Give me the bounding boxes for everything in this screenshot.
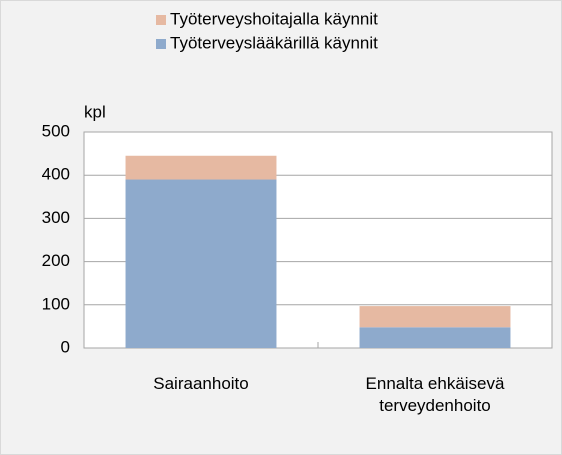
y-tick-label: 0: [61, 337, 70, 356]
legend-label: Työterveyslääkärillä käynnit: [170, 33, 378, 52]
legend-label: Työterveyshoitajalla käynnit: [170, 9, 378, 28]
bar-segment: [359, 327, 511, 348]
y-tick-label: 200: [42, 251, 70, 270]
bar-segment: [125, 155, 277, 180]
y-tick-label: 400: [42, 165, 70, 184]
x-tick-label: Ennalta ehkäisevä terveydenhoito: [365, 374, 505, 415]
y-tick-label: 500: [42, 121, 70, 140]
bar-segment: [125, 179, 277, 348]
y-axis-label: kpl: [84, 102, 106, 121]
y-tick-label: 300: [42, 208, 70, 227]
legend-swatch: [156, 15, 166, 25]
y-tick-label: 100: [42, 294, 70, 313]
bar-segment: [359, 306, 511, 328]
x-tick-label: Sairaanhoito: [153, 374, 249, 393]
legend-swatch: [156, 39, 166, 49]
